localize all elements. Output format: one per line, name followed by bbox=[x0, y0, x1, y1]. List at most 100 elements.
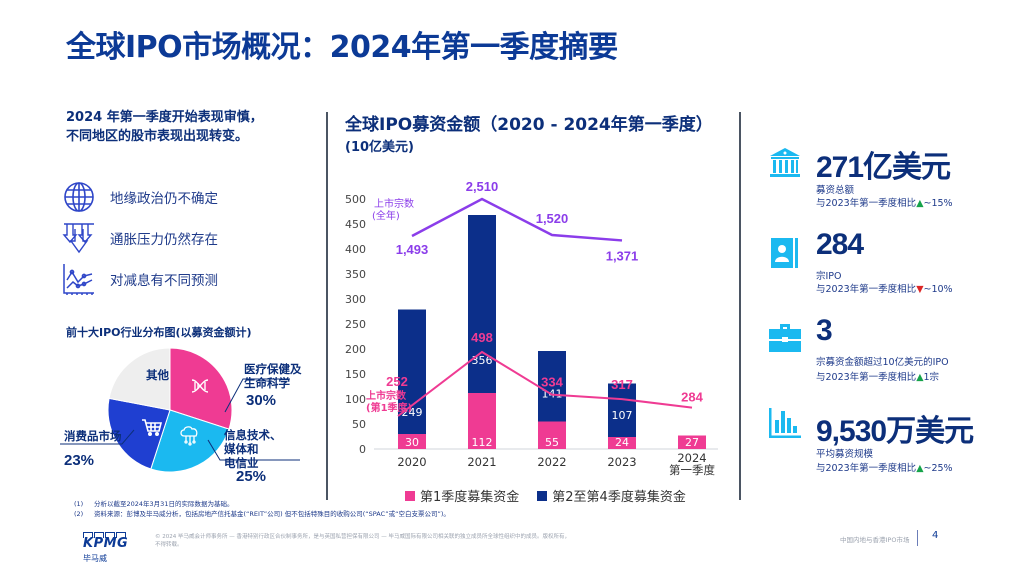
y-tick-label: 300 bbox=[345, 293, 366, 306]
factor-inflation: 通胀压力仍然存在 bbox=[62, 221, 218, 255]
pie-pct-consumer: 23% bbox=[64, 452, 95, 469]
footer-separator bbox=[917, 530, 918, 546]
line-point-label: 1,371 bbox=[606, 248, 639, 263]
kpi-comparison-text: 与2023年第一季度相比 bbox=[816, 463, 917, 474]
legend-swatch-q2-q4 bbox=[537, 490, 548, 501]
legend-label: 第2至第4季度募集资金 bbox=[552, 490, 686, 505]
factor-label: 地缘政治仍不确定 bbox=[110, 191, 218, 207]
footer-title: 中国内地与香港IPO市场 bbox=[840, 536, 910, 544]
page-title: 全球IPO市场概况：2024年第一季度摘要 bbox=[66, 30, 618, 65]
x-tick-label: 2022 bbox=[537, 455, 566, 469]
kpi-value: 271亿美元 bbox=[816, 151, 951, 184]
line-label-q1-sub: (第1季度) bbox=[366, 401, 412, 414]
industry-pie-chart: 其他 医疗保健及 生命科学 30% 信息技术、 媒体和 电信业 25% 消费品市… bbox=[60, 340, 330, 490]
line-point-label: 2,510 bbox=[466, 179, 499, 194]
kpi-comparison: 与2023年第一季度相比▼~10% bbox=[816, 281, 953, 295]
bar-value-label: 30 bbox=[405, 436, 419, 449]
chart-legend: 第1季度募集资金 第2至第4季度募集资金 bbox=[405, 486, 686, 505]
briefcase-icon bbox=[768, 320, 802, 354]
footnotes: (1) 分析以截至2024年3月31日的实际数据为基础。 (2) 资料来源：彭博及毕… bbox=[74, 499, 450, 519]
line-series-0 bbox=[411, 197, 623, 242]
y-tick-label: 200 bbox=[345, 343, 366, 356]
trend-down-icon: ▼ bbox=[916, 284, 924, 295]
legend-item-q2-q4: 第2至第4季度募集资金 bbox=[537, 486, 686, 505]
kpi-comparison-text: 与2023年第一季度相比 bbox=[816, 284, 917, 295]
chart-subtitle: (10亿美元) bbox=[345, 140, 414, 155]
line-label-q1: 上市宗数 bbox=[366, 389, 407, 402]
line-point-label: 334 bbox=[541, 375, 563, 390]
pie-label-healthcare: 医疗保健及 生命科学 bbox=[244, 362, 302, 390]
line-point-label: 498 bbox=[471, 330, 493, 345]
bar-value-label: 107 bbox=[612, 409, 633, 422]
divider-right bbox=[739, 112, 741, 500]
kpi-value: 9,530万美元 bbox=[816, 415, 974, 448]
bar-q1-2 bbox=[538, 421, 566, 449]
x-tick-label: 第一季度 bbox=[669, 463, 715, 477]
intro-line-2: 不同地区的股市表现出现转变。 bbox=[66, 129, 249, 144]
leader-line-healthcare bbox=[224, 378, 290, 413]
trend-up-icon: ▲ bbox=[916, 372, 924, 383]
footnote-text: 分析以截至2024年3月31日的实际数据为基础。 bbox=[94, 500, 234, 508]
intro-line-1: 2024 年第一季度开始表现审慎， bbox=[66, 110, 263, 125]
legend-label: 第1季度募集资金 bbox=[420, 490, 520, 505]
footnote-2: (2) 资料来源：彭博及毕马威分析，包括房地产信托基金(“REIT”公司) 但不包… bbox=[74, 509, 450, 519]
bar-value-label: 112 bbox=[472, 436, 493, 449]
kpi-label: 宗IPO bbox=[816, 271, 842, 282]
bar-value-label: 55 bbox=[545, 436, 559, 449]
y-tick-label: 250 bbox=[345, 318, 366, 331]
kpi-change: 1宗 bbox=[923, 372, 940, 383]
cloud-network-icon bbox=[180, 426, 198, 446]
trend-up-icon: ▲ bbox=[916, 198, 924, 209]
pie-svg bbox=[60, 347, 300, 473]
kpi-comparison: 与2023年第一季度相比▲1宗 bbox=[816, 369, 939, 383]
pie-label-other: 其他 bbox=[146, 368, 169, 382]
pie-label-line: 电信业 bbox=[224, 456, 259, 470]
line-point-label: 1,520 bbox=[536, 211, 569, 226]
factor-label: 对减息有不同预测 bbox=[110, 273, 218, 289]
copyright: © 2024 毕马威会计师事务所 — 香港特别行政区合伙制事务所，是与英国私营担… bbox=[155, 534, 570, 548]
kpi-label: 平均募资规模 bbox=[816, 449, 874, 460]
kpmg-logo: KPMG 毕马威 bbox=[83, 532, 128, 564]
y-tick-label: 400 bbox=[345, 243, 366, 256]
leader-line-consumer bbox=[60, 429, 135, 445]
bar-q2-q4-3 bbox=[608, 383, 636, 437]
bar-value-label: 24 bbox=[615, 436, 629, 449]
page-number: 4 bbox=[932, 530, 939, 541]
line-chart-icon bbox=[62, 262, 96, 296]
y-tick-label: 0 bbox=[359, 443, 366, 456]
contact-book-icon bbox=[768, 236, 802, 270]
bar-q2-q4-1 bbox=[468, 215, 496, 393]
y-tick-label: 100 bbox=[345, 393, 366, 406]
logo-boxes bbox=[83, 532, 128, 538]
pie-slice-2 bbox=[107, 397, 171, 470]
intro-text: 2024 年第一季度开始表现审慎， 不同地区的股市表现出现转变。 bbox=[66, 108, 316, 146]
y-tick-label: 150 bbox=[345, 368, 366, 381]
bar-q1-3 bbox=[608, 437, 636, 449]
pie-pct-healthcare: 30% bbox=[246, 392, 277, 409]
line-point-label: 317 bbox=[611, 377, 633, 392]
pie-title: 前十大IPO行业分布图(以募资金额计) bbox=[66, 326, 252, 339]
shopping-cart-icon bbox=[142, 419, 163, 437]
leader-line-tmt bbox=[207, 439, 300, 461]
legend-swatch-q1 bbox=[405, 490, 415, 501]
pie-label-line: 生命科学 bbox=[244, 376, 290, 390]
kpi-label: 募资总额 bbox=[816, 185, 855, 196]
pie-slice-0 bbox=[169, 347, 233, 430]
pie-label-line: 媒体和 bbox=[224, 442, 259, 456]
bar-q1-0 bbox=[398, 434, 426, 449]
y-tick-label: 500 bbox=[345, 193, 366, 206]
divider-left bbox=[326, 112, 328, 500]
bar-q2-q4-2 bbox=[538, 351, 566, 422]
kpi-comparison-text: 与2023年第一季度相比 bbox=[816, 372, 917, 383]
kpi-value: 284 bbox=[816, 228, 864, 261]
y-tick-label: 450 bbox=[345, 218, 366, 231]
chart-title: 全球IPO募资金额（2020 - 2024年第一季度） bbox=[345, 115, 713, 135]
kpi-label: 宗募资金额超过10亿美元的IPO bbox=[816, 357, 949, 368]
pie-label-line: 信息技术、 bbox=[224, 428, 282, 442]
kpi-comparison: 与2023年第一季度相比▲~15% bbox=[816, 195, 953, 209]
factor-geopolitics: 地缘政治仍不确定 bbox=[62, 180, 218, 214]
down-arrows-icon bbox=[62, 221, 96, 255]
kpi-value: 3 bbox=[816, 314, 833, 347]
line-label-annual-sub: (全年) bbox=[372, 209, 400, 222]
